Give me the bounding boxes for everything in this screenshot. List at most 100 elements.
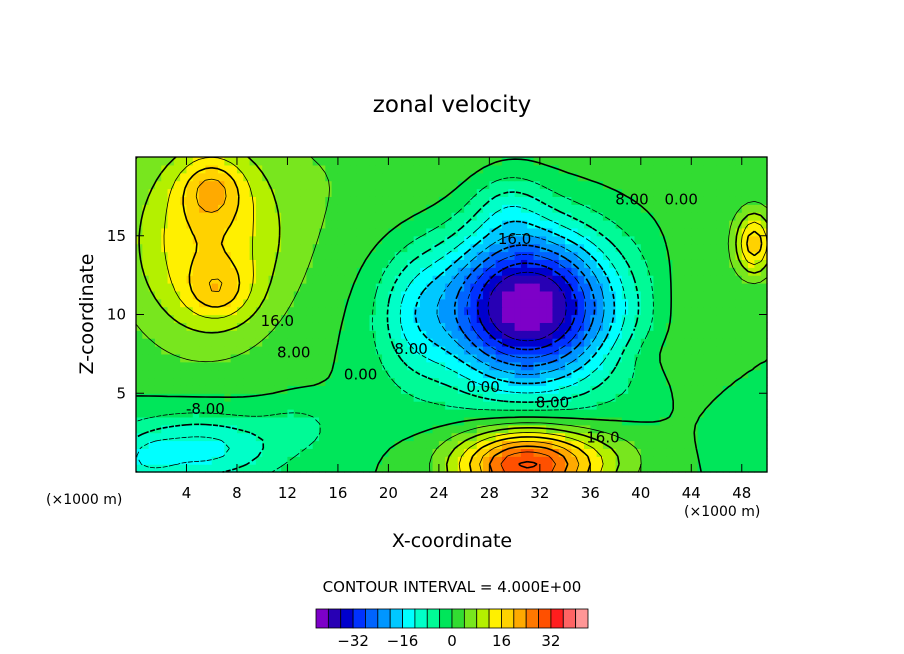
field-cell [691,188,699,197]
field-cell [192,314,200,323]
field-cell [754,275,762,284]
field-cell [287,448,295,457]
colorbar-swatch [451,608,465,629]
field-cell [691,409,699,418]
field-cell [274,267,282,276]
field-cell [142,188,150,197]
field-cell [262,243,270,253]
field-cell [445,369,453,379]
field-cell [136,440,143,449]
field-cell [672,361,680,371]
field-cell [344,259,352,268]
field-cell [647,290,655,300]
field-cell [495,306,503,316]
field-cell [268,456,276,465]
field-cell [205,157,213,166]
field-cell [464,204,472,213]
field-cell [350,283,358,292]
field-cell [741,424,749,434]
field-cell [154,322,162,331]
field-cell [476,275,484,284]
field-cell [154,393,162,402]
field-cell [659,440,667,449]
field-cell [596,212,604,221]
field-cell [710,440,718,449]
field-cell [136,188,143,197]
field-cell [489,393,497,402]
field-cell [154,306,162,316]
field-cell [394,172,402,182]
field-cell [419,456,427,465]
field-cell [438,172,446,182]
field-cell [236,416,244,426]
field-cell [268,227,276,237]
field-cell [262,346,270,355]
field-cell [760,267,768,276]
field-cell [653,196,661,205]
colorbar-swatch [513,608,527,629]
field-cell [394,164,402,174]
field-cell [249,353,257,363]
field-cell [571,401,579,410]
field-cell [236,180,244,190]
field-cell [186,157,194,166]
field-cell [697,188,705,197]
field-cell [520,330,528,339]
field-cell [609,267,617,276]
field-cell [287,164,295,174]
field-cell [754,346,762,355]
field-cell [571,235,579,245]
field-cell [552,283,560,292]
field-cell [666,353,673,363]
field-cell [741,440,749,449]
field-cell [647,385,655,394]
field-cell [741,267,749,276]
field-cell [590,432,598,442]
field-cell [394,361,402,371]
field-cell [691,283,699,292]
field-cell [464,353,472,363]
field-cell [754,409,762,418]
field-cell [432,346,440,355]
field-cell [678,369,686,379]
field-cell [154,385,162,394]
field-cell [356,330,364,339]
field-cell [741,346,749,355]
field-cell [230,314,238,323]
field-cell [697,330,705,339]
field-cell [748,243,755,253]
field-cell [741,353,749,363]
field-cell [691,401,699,410]
field-cell [647,196,655,205]
field-cell [577,416,585,426]
field-cell [312,440,320,449]
field-cell [697,416,705,426]
field-cell [199,440,207,449]
field-cell [527,385,535,394]
field-cell [274,424,282,434]
field-cell [413,346,421,355]
field-cell [489,314,497,323]
field-cell [199,314,207,323]
field-cell [716,401,724,410]
field-cell [495,290,503,300]
field-cell [274,369,282,379]
field-cell [659,259,667,268]
field-cell [445,204,453,213]
field-cell [243,353,251,363]
field-cell [173,393,181,402]
field-cell [312,157,320,166]
field-cell [520,456,528,465]
field-cell [312,338,320,347]
field-cell [337,180,345,190]
field-cell [249,212,257,221]
field-cell [703,330,711,339]
field-cell [451,259,459,268]
field-cell [173,283,181,292]
field-cell [514,424,522,434]
field-cell [710,196,718,205]
field-cell [401,369,408,379]
field-cell [501,385,509,394]
field-cell [722,409,730,418]
field-cell [628,424,636,434]
